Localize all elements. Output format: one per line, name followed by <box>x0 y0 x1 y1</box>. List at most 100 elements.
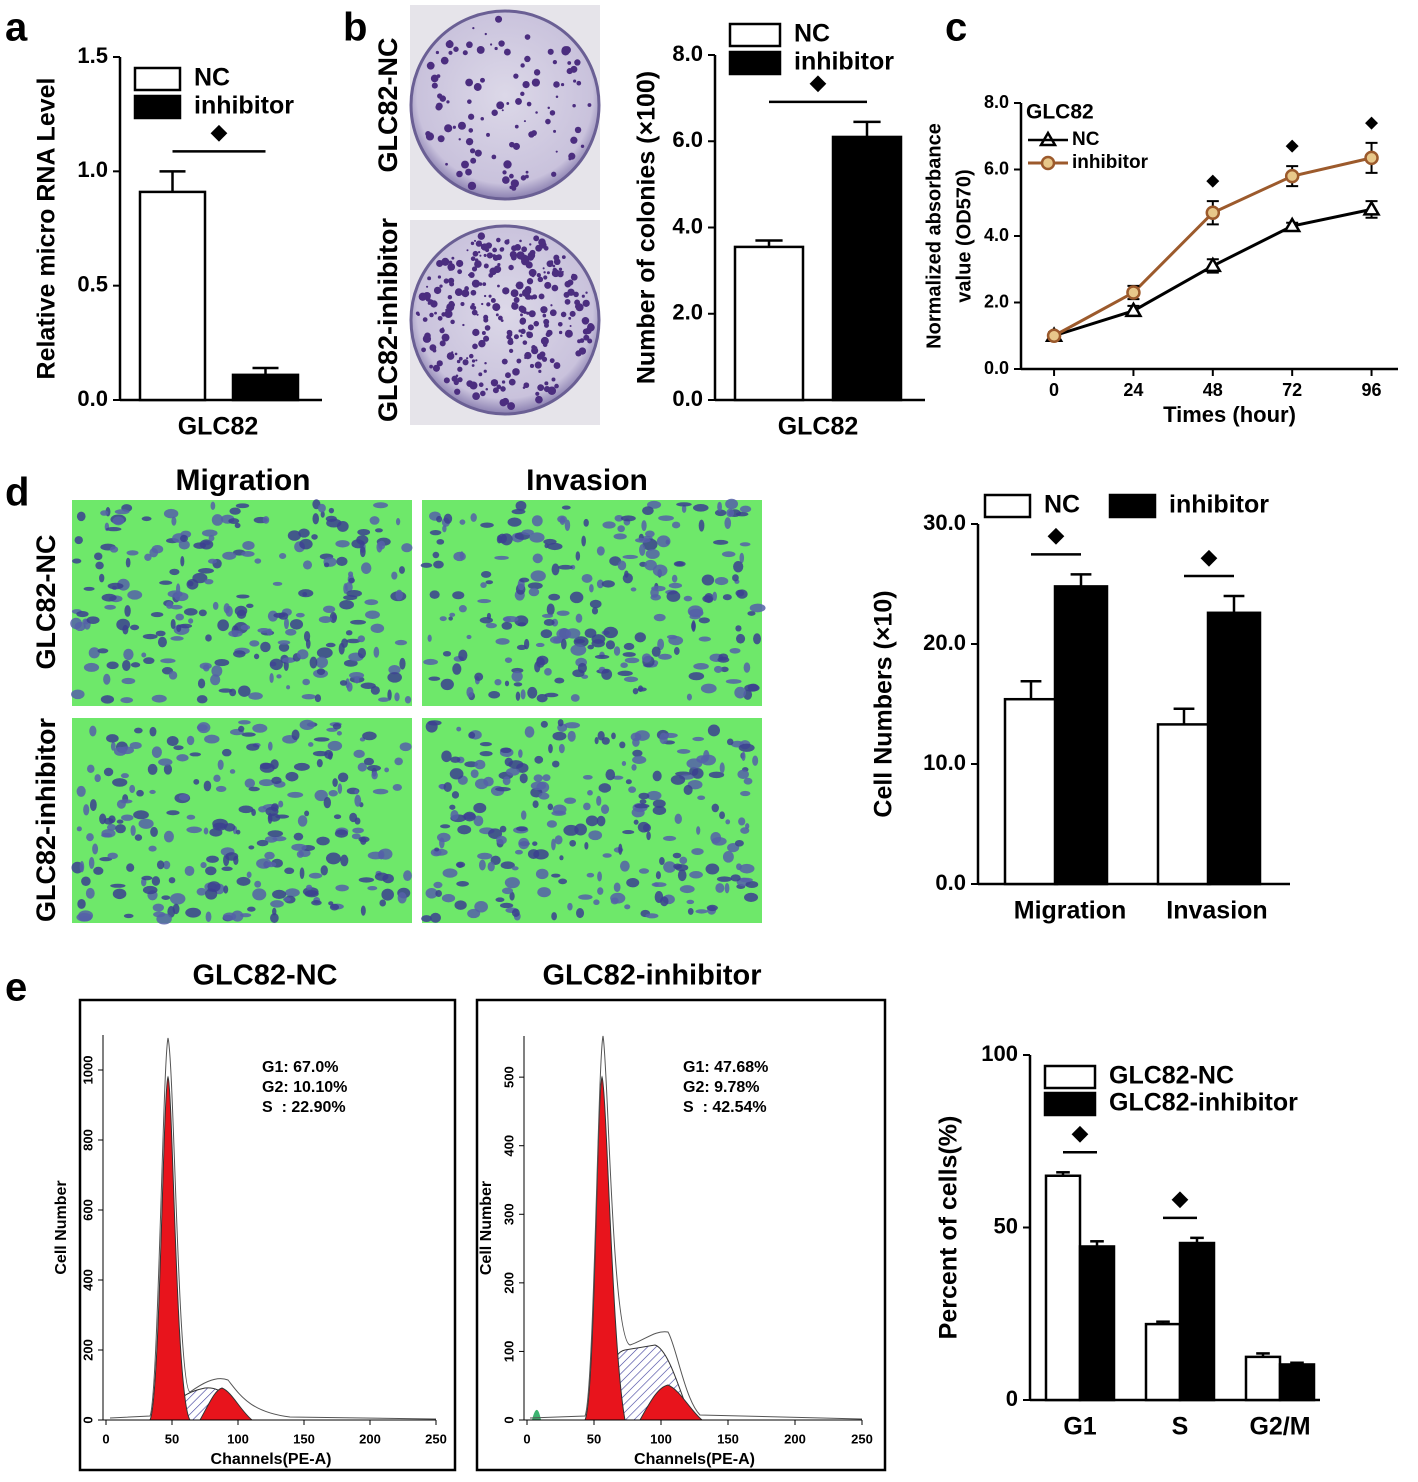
colony <box>480 117 484 121</box>
colony <box>511 245 518 252</box>
stained-cell <box>141 652 147 658</box>
colony <box>510 179 519 188</box>
colony <box>505 372 511 379</box>
stained-cell <box>430 912 441 923</box>
colony <box>429 364 433 369</box>
stained-cell <box>536 693 548 703</box>
stained-cell <box>99 573 105 583</box>
y-axis-label: Number of colonies (×100) <box>633 71 661 384</box>
stained-cell <box>361 562 372 574</box>
stained-cell <box>613 882 621 893</box>
stained-cell <box>543 538 557 545</box>
colony <box>538 369 542 373</box>
stained-cell <box>683 595 693 602</box>
stained-cell <box>130 624 140 631</box>
stained-cell <box>354 789 359 795</box>
stained-cell <box>575 613 583 623</box>
stained-cell <box>296 850 304 858</box>
stained-cell <box>218 688 233 693</box>
stained-cell <box>683 784 693 796</box>
stained-cell <box>676 502 692 507</box>
panel-letter: b <box>343 6 367 50</box>
stained-cell <box>500 747 512 754</box>
colony <box>482 282 487 287</box>
stained-cell <box>428 676 441 681</box>
panel-letter: a <box>5 6 28 50</box>
stained-cell <box>141 875 153 881</box>
stained-cell <box>687 908 694 915</box>
stained-cell <box>443 782 452 792</box>
y-tick-label: 200 <box>501 1272 516 1294</box>
flow-histogram-nc <box>109 1037 437 1421</box>
stained-cell <box>470 769 479 779</box>
stained-cell <box>298 528 310 538</box>
y-axis-label: Cell Number <box>53 1180 70 1274</box>
colony <box>524 55 531 63</box>
stained-cell <box>673 561 686 567</box>
stained-cell <box>519 773 528 784</box>
stained-cell <box>744 892 759 903</box>
legend-label: inhibitor <box>194 92 294 120</box>
x-axis-label: Channels(PE-A) <box>211 1451 332 1468</box>
stained-cell <box>299 538 313 550</box>
y-tick-label: 20.0 <box>923 630 966 655</box>
stained-cell <box>127 590 143 600</box>
stained-cell <box>500 861 515 870</box>
stained-cell <box>272 581 283 586</box>
stained-cell <box>738 743 755 752</box>
stained-cell <box>323 796 332 809</box>
stained-cell <box>622 830 635 835</box>
stained-cell <box>401 543 413 553</box>
stained-cell <box>119 746 135 755</box>
stained-cell <box>76 610 89 618</box>
y-tick-label: 800 <box>80 1129 95 1151</box>
stained-cell <box>141 516 152 522</box>
stained-cell <box>171 516 177 526</box>
colony <box>532 294 538 300</box>
colony <box>462 359 469 366</box>
colony <box>492 303 501 312</box>
stained-cell <box>449 612 456 617</box>
x-tick-label: 0 <box>1049 380 1059 400</box>
stained-cell <box>711 803 719 813</box>
colony <box>526 331 531 337</box>
colony <box>557 321 563 327</box>
stained-cell <box>632 687 639 695</box>
stained-cell <box>559 516 566 526</box>
stained-cell <box>112 516 125 526</box>
stained-cell <box>233 650 246 658</box>
stained-cell <box>184 865 195 876</box>
significance-marker: ◆ <box>1365 112 1379 131</box>
colony <box>542 342 548 348</box>
stained-cell <box>215 785 227 792</box>
colony <box>467 181 477 191</box>
stained-cell <box>116 819 124 824</box>
stained-cell <box>500 533 513 546</box>
colony <box>520 175 527 181</box>
stained-cell <box>551 912 557 921</box>
stained-cell <box>316 668 326 676</box>
stained-cell <box>724 517 732 529</box>
stained-cell <box>339 680 348 686</box>
stained-cell <box>696 755 708 764</box>
stained-cell <box>272 907 277 916</box>
stained-cell <box>276 674 282 679</box>
stained-cell <box>726 508 735 518</box>
y-tick-label: 1000 <box>80 1056 95 1085</box>
colony <box>501 109 504 112</box>
stained-cell <box>168 877 176 884</box>
stained-cell <box>605 640 616 650</box>
stained-cell <box>634 730 650 741</box>
colony <box>507 402 516 410</box>
colony <box>446 303 455 312</box>
stained-cell <box>155 630 166 637</box>
stained-cell <box>333 814 342 820</box>
stained-cell <box>315 656 329 668</box>
stained-cell <box>346 590 362 598</box>
stained-cell <box>567 902 573 911</box>
stained-cell <box>535 868 549 880</box>
stained-cell <box>671 574 678 583</box>
stained-cell <box>720 666 729 673</box>
stained-cell <box>639 544 646 556</box>
stained-cell <box>143 657 155 665</box>
